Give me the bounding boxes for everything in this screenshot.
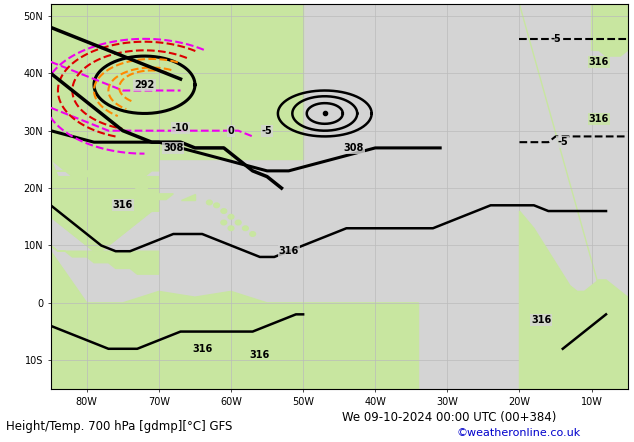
Text: 308: 308	[344, 143, 364, 153]
Text: 316: 316	[531, 315, 551, 325]
Circle shape	[235, 220, 241, 225]
Text: 316: 316	[250, 350, 270, 359]
Text: -5: -5	[550, 34, 561, 44]
Circle shape	[221, 220, 227, 225]
Circle shape	[228, 214, 234, 219]
Polygon shape	[51, 245, 159, 274]
Circle shape	[214, 203, 219, 208]
Circle shape	[228, 226, 234, 231]
Text: 316: 316	[113, 200, 133, 210]
Circle shape	[141, 186, 147, 191]
Text: 292: 292	[134, 80, 155, 90]
Text: 308: 308	[163, 143, 183, 153]
Circle shape	[250, 232, 256, 236]
Text: 316: 316	[278, 246, 299, 256]
Text: 0: 0	[228, 126, 235, 136]
Text: -5: -5	[557, 137, 568, 147]
Polygon shape	[592, 4, 628, 56]
Polygon shape	[51, 251, 418, 389]
Text: 316: 316	[192, 344, 212, 354]
Text: -5: -5	[262, 126, 273, 136]
Polygon shape	[51, 171, 145, 177]
Text: ©weatheronline.co.uk: ©weatheronline.co.uk	[456, 427, 581, 438]
Circle shape	[134, 189, 140, 193]
Polygon shape	[51, 160, 159, 251]
Circle shape	[243, 226, 249, 231]
Polygon shape	[51, 4, 303, 160]
Polygon shape	[130, 188, 173, 199]
Polygon shape	[519, 4, 628, 389]
Circle shape	[221, 209, 227, 213]
Polygon shape	[181, 194, 195, 199]
Polygon shape	[51, 211, 159, 251]
Polygon shape	[519, 211, 628, 389]
Polygon shape	[51, 4, 181, 183]
Circle shape	[207, 200, 212, 205]
Text: -10: -10	[172, 123, 190, 133]
Text: We 09-10-2024 00:00 UTC (00+384): We 09-10-2024 00:00 UTC (00+384)	[342, 412, 557, 424]
Text: 316: 316	[589, 114, 609, 124]
Text: 316: 316	[589, 57, 609, 67]
Text: Height/Temp. 700 hPa [gdmp][°C] GFS: Height/Temp. 700 hPa [gdmp][°C] GFS	[6, 420, 233, 433]
